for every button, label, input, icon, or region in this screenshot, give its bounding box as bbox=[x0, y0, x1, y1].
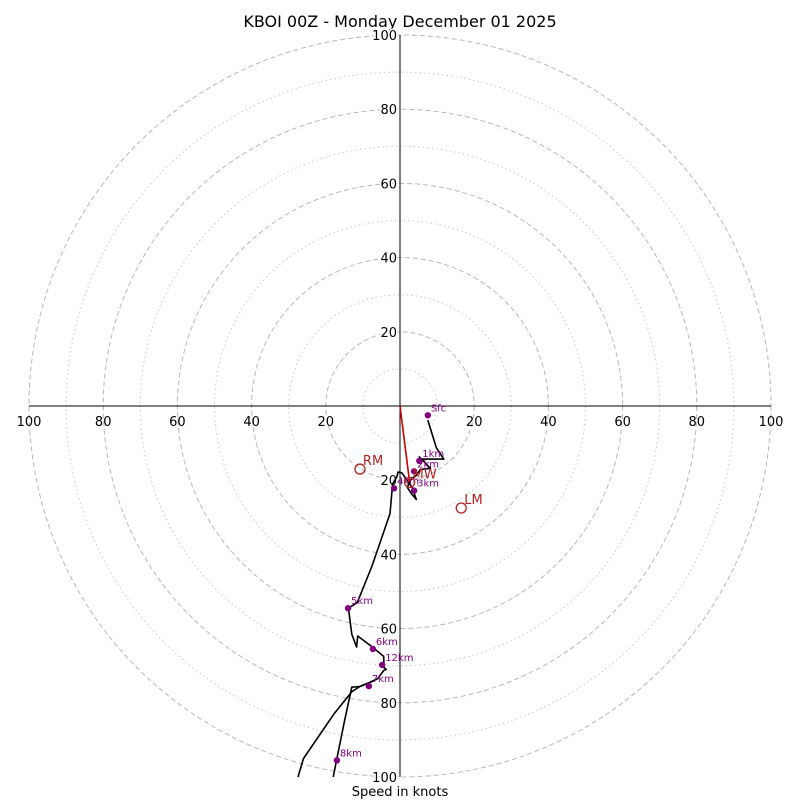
x-tick-label: 20 bbox=[318, 415, 335, 430]
height-marker-dot bbox=[410, 468, 418, 475]
x-tick-label: 60 bbox=[169, 415, 186, 430]
motion-lm: LM bbox=[455, 493, 483, 514]
motion-marker bbox=[403, 476, 416, 489]
height-marker-label: 2km bbox=[417, 459, 439, 470]
x-tick-label: 100 bbox=[17, 415, 42, 430]
y-tick-label: 100 bbox=[372, 771, 397, 786]
x-axis-label: Speed in knots bbox=[352, 785, 449, 800]
height-marker-label: 12km bbox=[385, 653, 413, 664]
height-marker-1km: 1km bbox=[416, 449, 444, 465]
height-marker-dot bbox=[390, 485, 398, 492]
x-tick-label: 40 bbox=[243, 415, 260, 430]
height-marker-label: Sfc bbox=[431, 403, 446, 414]
height-marker-5km: 5km bbox=[344, 596, 373, 612]
y-tick-label: 60 bbox=[380, 177, 397, 192]
height-marker-4km: 4km bbox=[390, 476, 419, 492]
height-marker-sfc: Sfc bbox=[424, 403, 446, 419]
height-marker-label: 8km bbox=[340, 748, 362, 759]
height-marker-dot bbox=[410, 487, 418, 494]
height-marker-label: 5km bbox=[351, 596, 373, 607]
x-tick-label: 60 bbox=[614, 415, 631, 430]
height-marker-label: 3km bbox=[417, 479, 439, 490]
motion-label: LM bbox=[464, 493, 482, 508]
y-tick-label: 100 bbox=[372, 29, 397, 44]
y-tick-label: 20 bbox=[380, 326, 397, 341]
motion-label: RM bbox=[363, 454, 383, 469]
motion-label: MW bbox=[413, 467, 437, 482]
motion-marker bbox=[354, 463, 366, 475]
height-marker-8km: 8km bbox=[333, 748, 362, 764]
height-marker-3km: 3km bbox=[410, 479, 439, 494]
hodograph-trace bbox=[297, 405, 445, 778]
height-marker-12km: 12km bbox=[378, 653, 413, 669]
y-tick-label: 80 bbox=[380, 103, 397, 118]
height-marker-7km: 7km bbox=[365, 674, 394, 690]
x-tick-label: 80 bbox=[95, 415, 112, 430]
x-tick-label: 100 bbox=[759, 415, 784, 430]
height-marker-dot bbox=[416, 457, 423, 465]
shear-vector-line bbox=[399, 405, 411, 483]
motion-marker bbox=[455, 502, 467, 514]
height-marker-dot bbox=[378, 661, 386, 669]
motion-mw: MW bbox=[403, 467, 437, 489]
y-tick-label: 40 bbox=[380, 252, 397, 267]
height-marker-dot bbox=[365, 682, 373, 690]
chart-title: KBOI 00Z - Monday December 01 2025 bbox=[243, 12, 556, 31]
x-tick-label: 40 bbox=[540, 415, 557, 430]
height-marker-dot bbox=[344, 604, 352, 612]
height-marker-6km: 6km bbox=[369, 637, 398, 653]
height-marker-label: 4km bbox=[397, 476, 419, 487]
height-marker-label: 1km bbox=[422, 449, 444, 460]
height-marker-2km: 2km bbox=[410, 459, 439, 475]
storm-motion-markers: RM LM MW bbox=[354, 454, 483, 514]
height-marker-dot bbox=[424, 412, 432, 419]
x-tick-label: 80 bbox=[689, 415, 706, 430]
x-tick-label: 20 bbox=[466, 415, 483, 430]
wind-trace-line-branch bbox=[297, 677, 379, 778]
height-marker-label: 6km bbox=[376, 637, 398, 648]
y-tick-label: 80 bbox=[380, 697, 397, 712]
height-marker-label: 7km bbox=[372, 674, 394, 685]
height-marker-dot bbox=[369, 645, 377, 653]
height-marker-dot bbox=[333, 757, 341, 764]
y-tick-label: 40 bbox=[380, 548, 397, 563]
y-tick-label: 60 bbox=[380, 623, 397, 638]
motion-rm: RM bbox=[354, 454, 383, 475]
